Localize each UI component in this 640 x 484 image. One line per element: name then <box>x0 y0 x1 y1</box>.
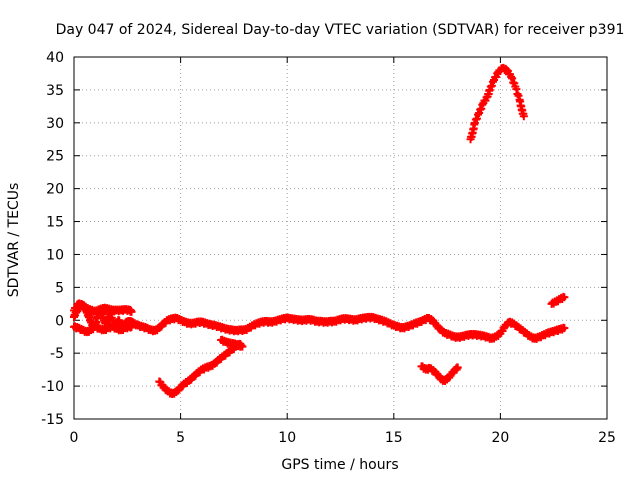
x-tick-label: 20 <box>491 430 509 446</box>
x-tick-label: 5 <box>176 430 185 446</box>
series-end-segment <box>547 292 569 308</box>
x-tick-label: 25 <box>598 430 616 446</box>
data-point <box>519 112 528 121</box>
data-point <box>512 85 521 94</box>
series-peak-segment <box>466 63 528 144</box>
y-tick-label: -10 <box>41 379 64 395</box>
series-lower-band-start <box>70 322 136 337</box>
series-dip-segment <box>155 339 245 398</box>
series-upper-band-start <box>70 299 136 316</box>
y-tick-label: -15 <box>41 412 64 428</box>
y-tick-label: 20 <box>46 182 64 198</box>
y-tick-label: 40 <box>46 50 64 66</box>
y-tick-label: 15 <box>46 215 64 231</box>
data-point <box>127 322 136 331</box>
data-point <box>514 91 523 100</box>
data-point <box>477 104 486 113</box>
data-point <box>560 293 569 302</box>
data-point <box>453 363 462 372</box>
data-point <box>472 114 481 123</box>
y-tick-label: 0 <box>55 313 64 329</box>
data-layer <box>70 63 569 398</box>
y-tick-label: 30 <box>46 116 64 132</box>
y-tick-label: -5 <box>50 346 64 362</box>
y-tick-label: 25 <box>46 149 64 165</box>
axes-layer <box>73 56 608 420</box>
y-tick-label: 10 <box>46 247 64 263</box>
series-segment-17h <box>417 362 462 385</box>
data-point <box>560 324 569 333</box>
data-point <box>237 341 246 350</box>
y-tick-label: 35 <box>46 83 64 99</box>
series-short-segment-7h <box>217 335 247 351</box>
x-tick-label: 0 <box>70 430 79 446</box>
data-point <box>127 307 136 316</box>
x-tick-label: 15 <box>385 430 403 446</box>
x-tick-label: 10 <box>278 430 296 446</box>
data-point <box>487 81 496 90</box>
x-axis-title: GPS time / hours <box>281 457 398 473</box>
chart-title: Day 047 of 2024, Sidereal Day-to-day VTE… <box>56 22 625 38</box>
data-point <box>508 74 517 83</box>
y-tick-label: 5 <box>55 280 64 296</box>
y-axis-title: SDTVAR / TECUs <box>6 183 22 298</box>
data-point <box>238 342 247 351</box>
tick-layer: 0 5 10 15 20 25 -15 -10 -5 0 5 10 15 20 25 30 35 40 <box>41 50 616 446</box>
plot-frame <box>73 56 608 420</box>
